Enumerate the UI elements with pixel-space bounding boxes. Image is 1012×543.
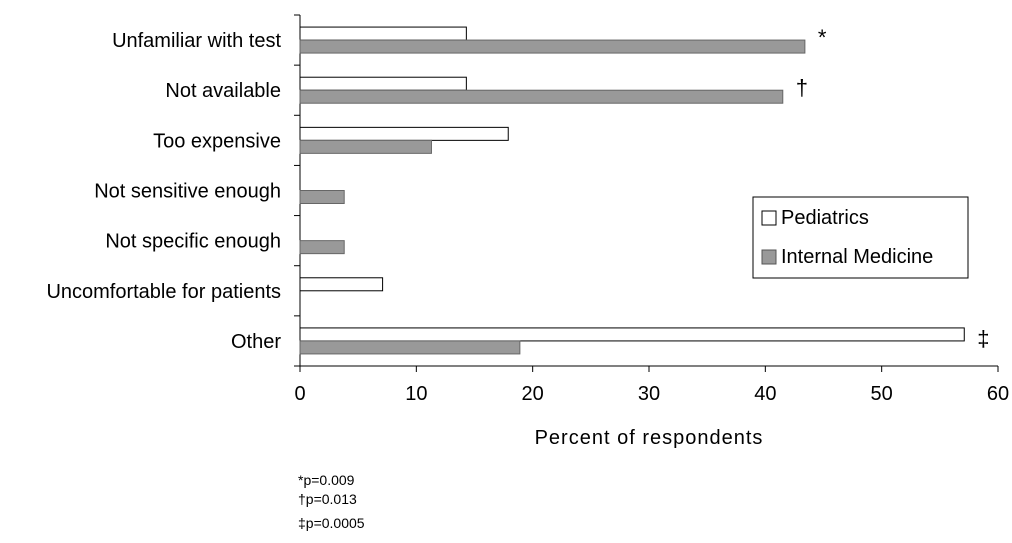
- bar-pediatrics-unfamiliar-with-test: [299, 26, 467, 41]
- significance-markers: * † ‡: [796, 25, 990, 351]
- category-label-other: Other: [231, 331, 281, 353]
- bar-internal-medicine-too-expensive: [299, 139, 432, 154]
- x-tick-label-0: 0: [294, 383, 305, 405]
- legend-label-internal-medicine: Internal Medicine: [781, 246, 933, 268]
- category-label-not-available: Not available: [165, 80, 281, 102]
- x-tick-label-50: 50: [871, 383, 893, 405]
- x-axis-title: Percent of respondents: [535, 427, 764, 449]
- footnotes: *p=0.009 †p=0.013 ‡p=0.0005: [298, 472, 365, 531]
- legend: Pediatrics Internal Medicine: [752, 196, 969, 279]
- legend-swatch-pediatrics: [761, 210, 777, 226]
- significance-marker-unfamiliar-with-test: *: [818, 25, 827, 50]
- legend-box: [752, 196, 969, 279]
- footnote-2: †p=0.013: [298, 491, 357, 507]
- bar-pediatrics-other: [299, 327, 965, 342]
- x-tick-label-20: 20: [522, 383, 544, 405]
- bar-internal-medicine-other: [299, 340, 521, 355]
- category-label-too-expensive: Too expensive: [153, 130, 281, 152]
- bar-pediatrics-too-expensive: [299, 126, 509, 141]
- x-tick-label-10: 10: [405, 383, 427, 405]
- bar-pediatrics-not-available: [299, 76, 467, 91]
- significance-marker-other: ‡: [977, 326, 989, 351]
- bar-pediatrics-uncomfortable-for-patients: [299, 277, 384, 292]
- bars: [299, 26, 965, 355]
- legend-label-pediatrics: Pediatrics: [781, 207, 869, 229]
- axes: [294, 14, 999, 372]
- significance-marker-not-available: †: [796, 75, 808, 100]
- x-tick-label-30: 30: [638, 383, 660, 405]
- bar-internal-medicine-not-specific-enough: [299, 240, 345, 255]
- x-tick-label-40: 40: [754, 383, 776, 405]
- bar-internal-medicine-not-sensitive-enough: [299, 190, 345, 204]
- category-label-not-specific-enough: Not specific enough: [105, 231, 281, 253]
- category-label-not-sensitive-enough: Not sensitive enough: [94, 181, 281, 203]
- footnote-1: *p=0.009: [298, 472, 355, 488]
- footnote-3: ‡p=0.0005: [298, 515, 365, 531]
- x-tick-labels: 0 10 20 30 40 50 60: [294, 383, 1009, 405]
- category-labels: Unfamiliar with test Not available Too exp…: [46, 30, 281, 353]
- bar-internal-medicine-unfamiliar-with-test: [299, 39, 806, 54]
- x-tick-label-60: 60: [987, 383, 1009, 405]
- category-label-unfamiliar-with-test: Unfamiliar with test: [112, 30, 281, 52]
- legend-swatch-internal-medicine: [761, 249, 777, 265]
- bar-internal-medicine-not-available: [299, 89, 784, 104]
- category-label-uncomfortable-for-patients: Uncomfortable for patients: [46, 281, 281, 303]
